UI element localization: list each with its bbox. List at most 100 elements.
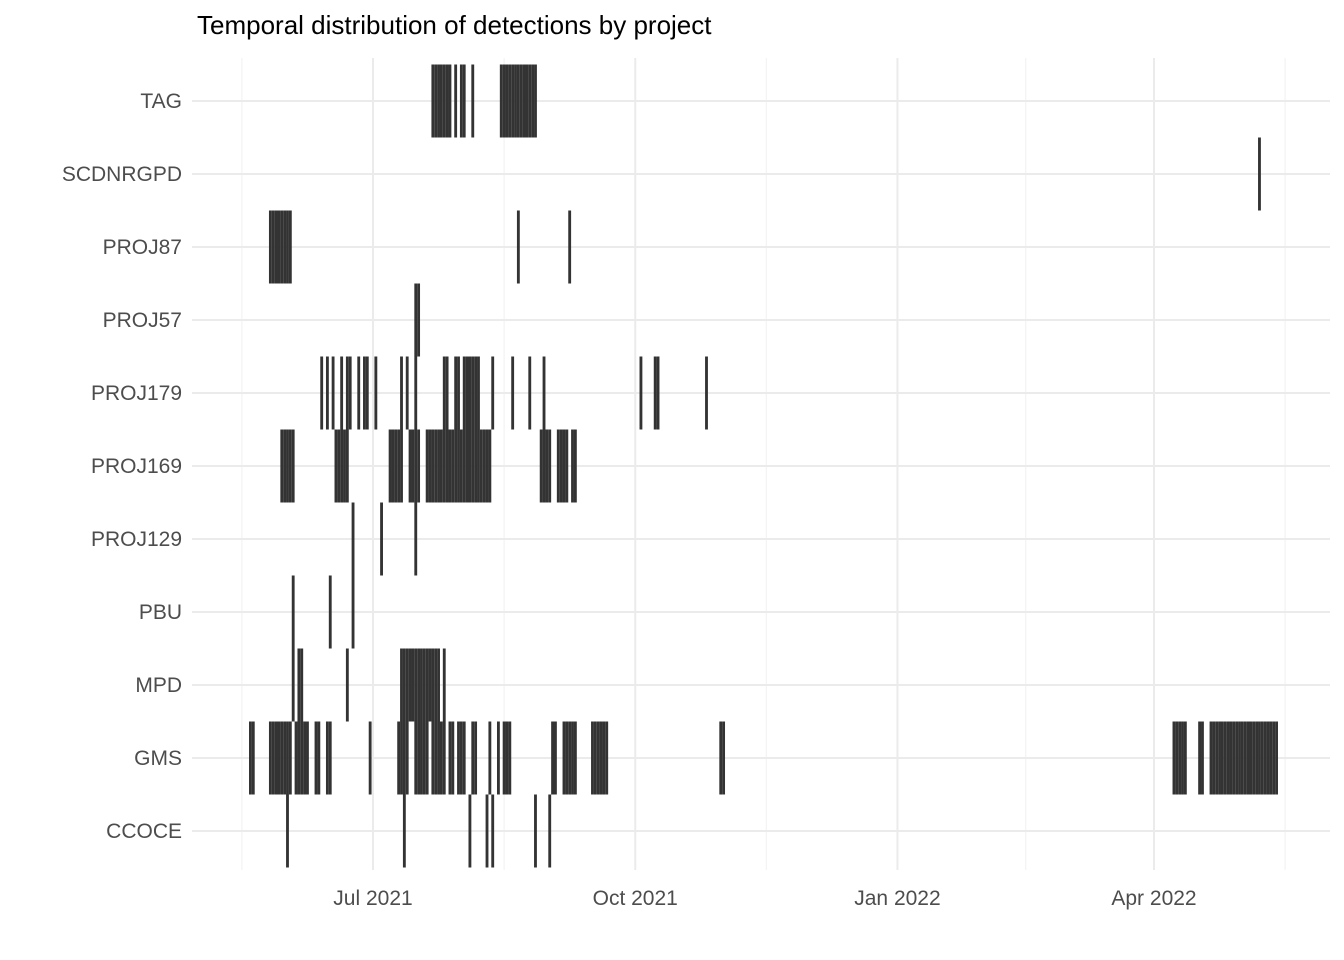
detection-bar bbox=[317, 721, 321, 795]
detection-bar bbox=[434, 429, 438, 503]
detection-bar bbox=[445, 356, 449, 430]
detection-bar bbox=[528, 64, 532, 138]
detection-bar bbox=[277, 721, 281, 795]
detection-bar bbox=[434, 721, 438, 795]
detection-bar bbox=[468, 794, 472, 868]
y-tick-label: TAG bbox=[140, 90, 182, 113]
detection-bar bbox=[439, 721, 443, 795]
detection-bar bbox=[454, 64, 458, 138]
detection-bar bbox=[442, 429, 446, 503]
detection-bar bbox=[271, 210, 275, 284]
detection-bar bbox=[511, 356, 515, 430]
detection-bar bbox=[1252, 721, 1256, 795]
detection-bar bbox=[437, 721, 440, 795]
detection-bar bbox=[474, 356, 478, 430]
detection-bar bbox=[414, 721, 418, 795]
detection-bar bbox=[303, 721, 307, 795]
detection-bar bbox=[414, 648, 418, 722]
detection-bar bbox=[280, 429, 284, 503]
detection-bar bbox=[414, 283, 418, 357]
detection-bar bbox=[414, 502, 418, 576]
detection-bar bbox=[471, 721, 475, 795]
detection-bar bbox=[573, 721, 577, 795]
y-axis-labels: TAG SCDNRGPD PROJ87 PROJ57 PROJ179 PROJ169 PRO… bbox=[62, 90, 182, 843]
detection-bar bbox=[340, 429, 344, 503]
detection-bar bbox=[496, 721, 500, 795]
x-tick-label: Oct 2021 bbox=[593, 887, 678, 910]
detection-bar bbox=[283, 429, 287, 503]
detection-bar bbox=[468, 356, 472, 430]
detection-bar bbox=[542, 429, 546, 503]
detection-bar bbox=[1258, 721, 1261, 795]
detection-bar bbox=[300, 648, 304, 722]
detection-bar bbox=[502, 721, 506, 795]
detection-bar bbox=[448, 64, 452, 138]
x-tick-label: Apr 2022 bbox=[1111, 887, 1196, 910]
detection-bar bbox=[488, 429, 492, 503]
detection-bar bbox=[1218, 721, 1221, 795]
detection-bar bbox=[573, 429, 577, 503]
detection-bar bbox=[459, 429, 463, 503]
detection-bar bbox=[268, 210, 272, 284]
detection-bar bbox=[1263, 721, 1267, 795]
detection-bar bbox=[491, 794, 495, 868]
detection-bar bbox=[1178, 721, 1182, 795]
detection-bar bbox=[519, 64, 523, 138]
y-tick-label: PROJ169 bbox=[91, 455, 182, 478]
detection-bar bbox=[345, 356, 349, 430]
detection-bar bbox=[442, 721, 446, 795]
detection-bar bbox=[280, 210, 284, 284]
detection-bar bbox=[431, 64, 435, 138]
detection-bar bbox=[334, 429, 338, 503]
detection-bar bbox=[288, 210, 292, 284]
detection-bar bbox=[593, 721, 597, 795]
detection-bar bbox=[1255, 721, 1259, 795]
detection-bar bbox=[277, 210, 281, 284]
x-tick-label: Jul 2021 bbox=[333, 887, 412, 910]
detection-bar bbox=[1175, 721, 1179, 795]
detection-bar bbox=[457, 356, 460, 430]
detection-bar bbox=[405, 721, 409, 795]
detection-bar bbox=[411, 429, 415, 503]
detection-bar bbox=[451, 429, 455, 503]
detection-bar bbox=[534, 794, 537, 868]
detection-bar bbox=[656, 356, 660, 430]
detection-bar bbox=[474, 721, 478, 795]
detection-bar bbox=[402, 794, 406, 868]
detection-bar bbox=[491, 356, 495, 430]
detection-bar bbox=[488, 721, 492, 795]
detection-bar bbox=[542, 356, 546, 430]
detection-bar bbox=[351, 502, 355, 576]
detection-bar bbox=[291, 429, 295, 503]
detection-bar bbox=[388, 429, 392, 503]
detection-bar bbox=[1246, 721, 1250, 795]
detection-bar bbox=[511, 64, 515, 138]
detection-bar bbox=[1258, 137, 1261, 211]
detection-bar bbox=[1269, 721, 1273, 795]
detection-bar bbox=[457, 429, 460, 503]
detection-bar bbox=[1229, 721, 1233, 795]
detection-bar bbox=[508, 721, 512, 795]
detection-bar bbox=[286, 794, 289, 868]
detection-bar bbox=[408, 429, 412, 503]
detection-bar bbox=[448, 429, 452, 503]
detection-bar bbox=[562, 721, 566, 795]
detection-bar bbox=[596, 721, 600, 795]
detection-bar bbox=[1212, 721, 1216, 795]
detection-bar bbox=[274, 721, 278, 795]
detection-bar bbox=[459, 64, 463, 138]
detection-bar bbox=[402, 648, 406, 722]
detection-bar bbox=[482, 429, 486, 503]
detection-bar bbox=[351, 575, 355, 649]
detection-bar bbox=[602, 721, 606, 795]
detection-bar bbox=[442, 648, 446, 722]
detection-bar bbox=[534, 64, 537, 138]
detection-bar bbox=[251, 721, 255, 795]
detection-bar bbox=[471, 356, 475, 430]
detection-bar bbox=[442, 356, 446, 430]
detection-bar bbox=[545, 429, 549, 503]
detection-bar bbox=[451, 721, 455, 795]
detection-bar bbox=[705, 356, 708, 430]
y-tick-label: SCDNRGPD bbox=[62, 163, 182, 186]
detection-bar bbox=[1232, 721, 1236, 795]
